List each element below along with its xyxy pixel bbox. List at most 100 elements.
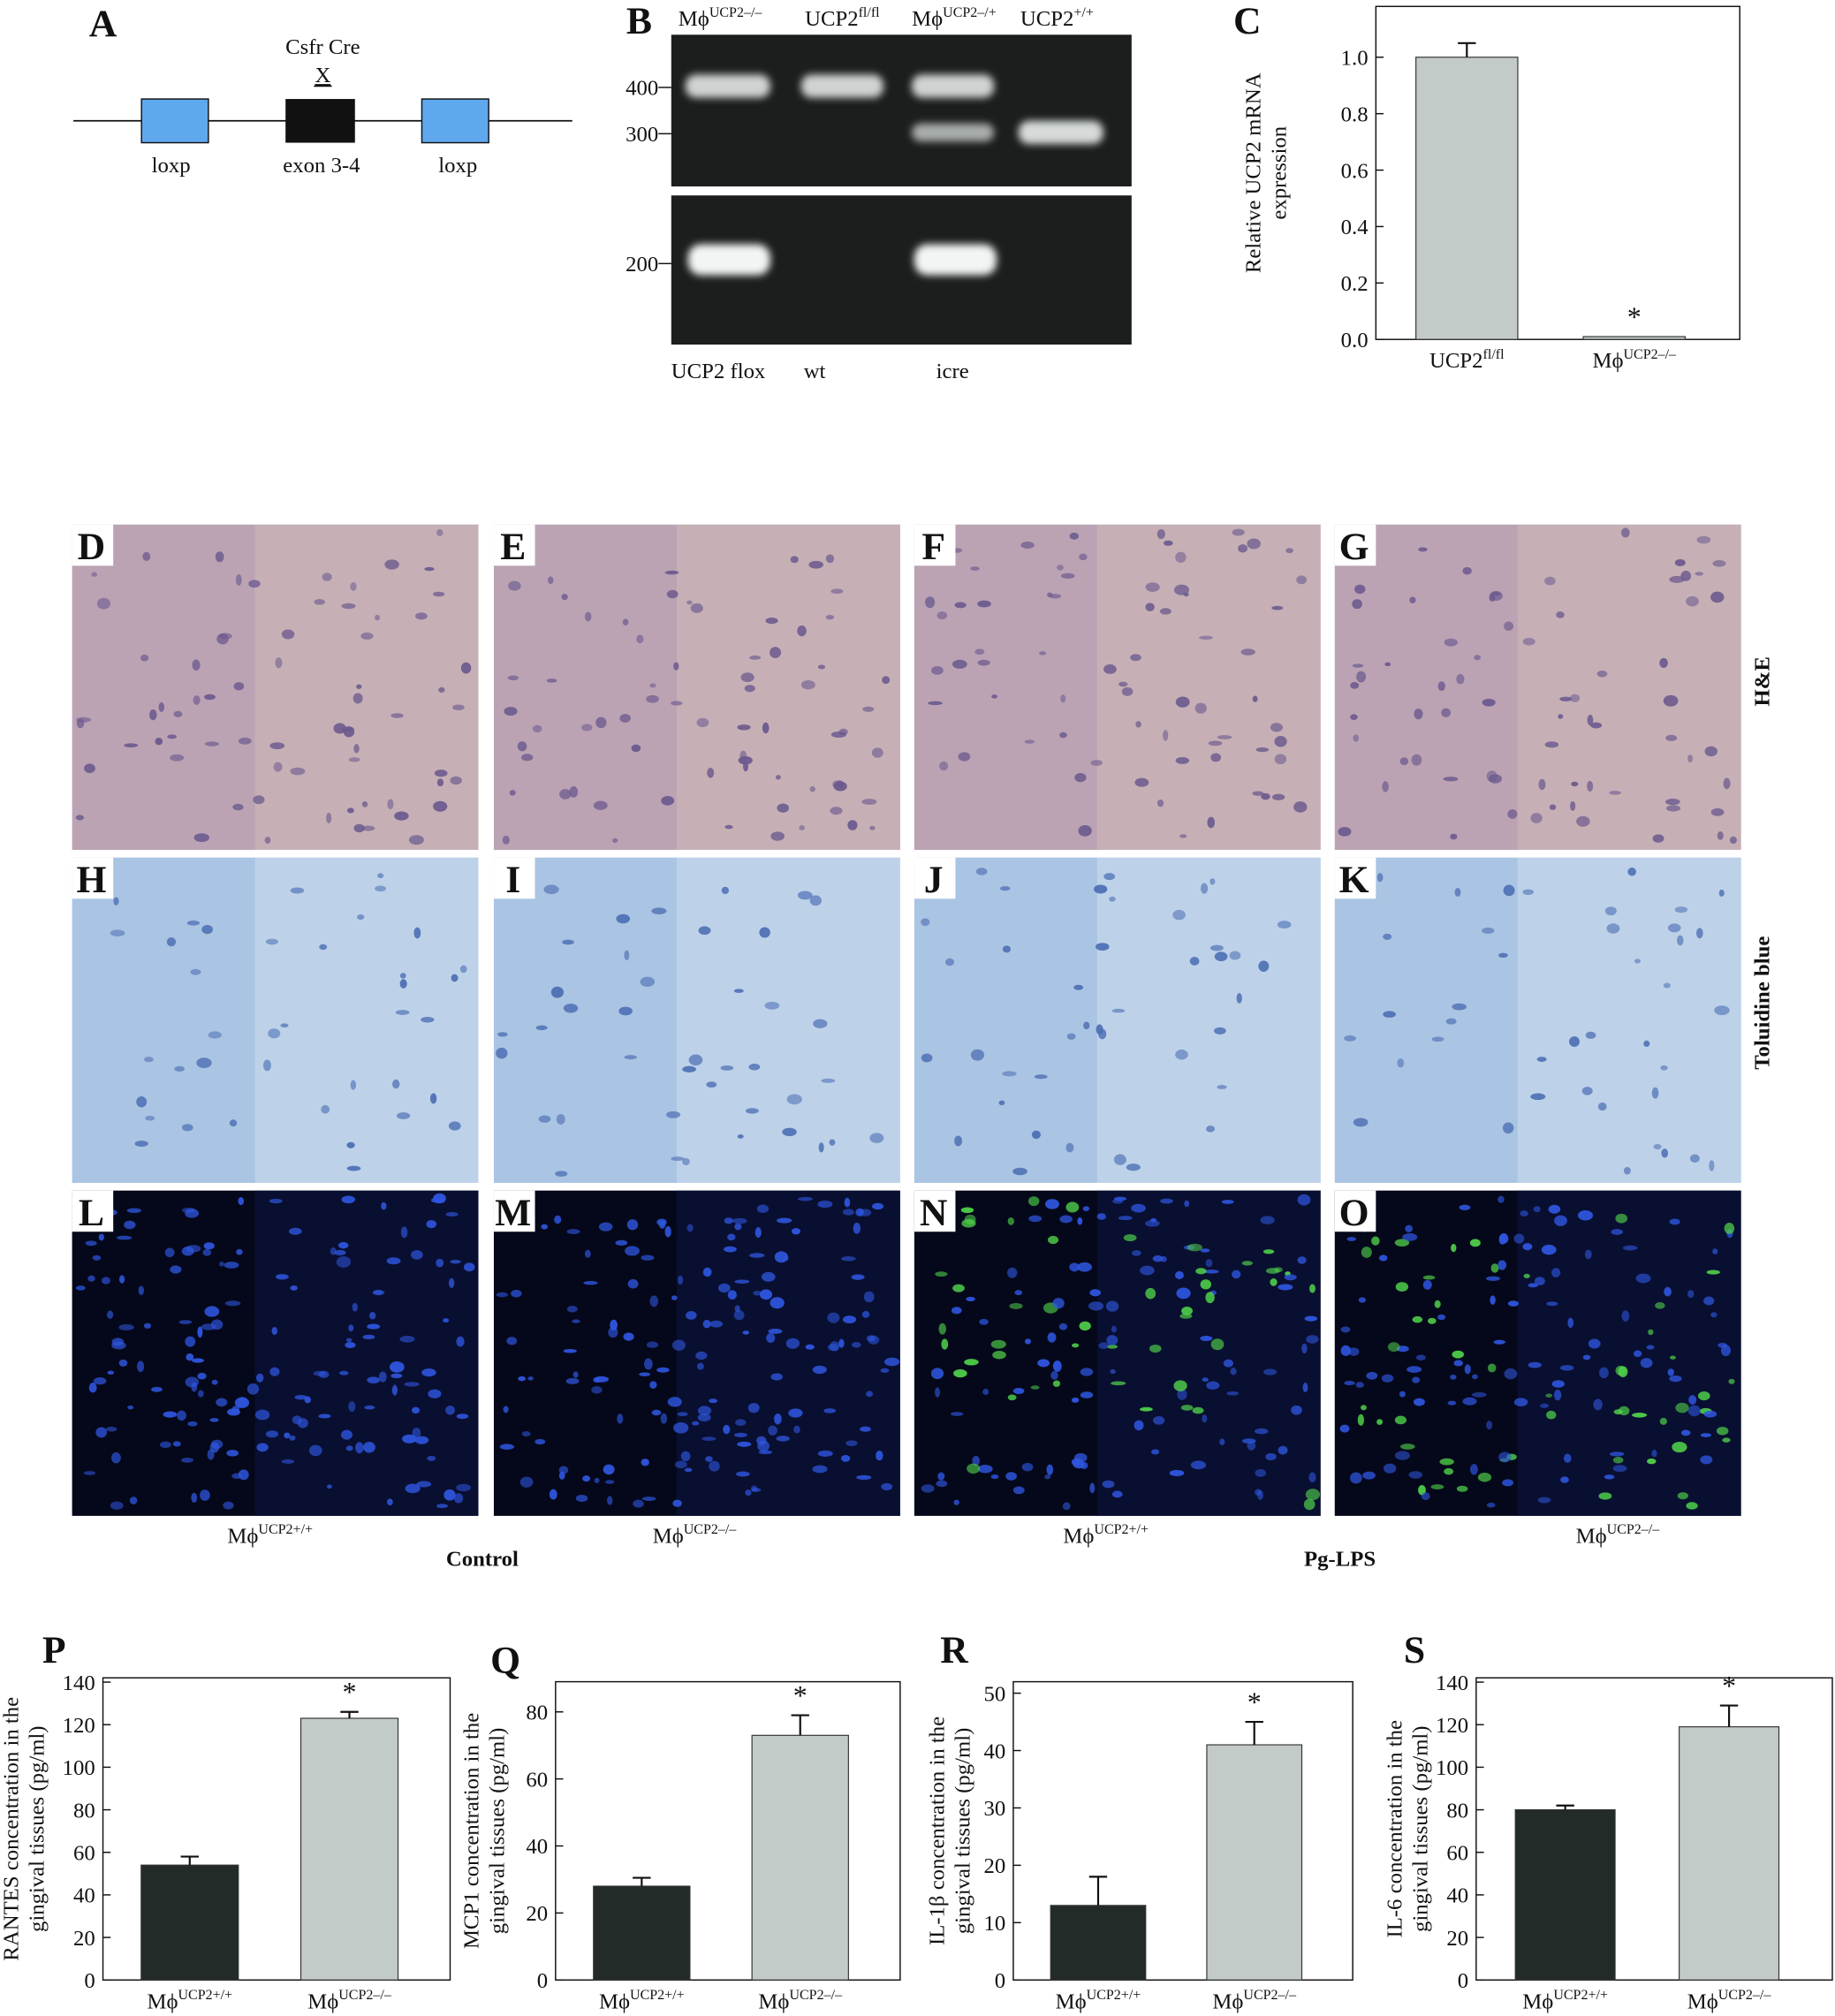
cell (215, 551, 224, 563)
element-label: loxp (438, 154, 477, 178)
cell (1687, 754, 1693, 763)
cell (1651, 1087, 1659, 1099)
gel-bottom-label: UCP2 flox (671, 360, 766, 383)
cell (224, 1262, 239, 1269)
cell (549, 1489, 557, 1500)
cell (1159, 608, 1172, 615)
cell (1667, 923, 1681, 933)
cell (1173, 1380, 1187, 1391)
cell (1661, 1148, 1669, 1158)
cell (740, 672, 754, 683)
cell (1384, 662, 1391, 667)
cell (509, 790, 516, 796)
cell (443, 1318, 450, 1323)
cell (1305, 1489, 1321, 1501)
cell (1717, 1342, 1727, 1348)
cell (1530, 813, 1543, 823)
cell (1553, 1389, 1562, 1401)
cell (649, 683, 656, 688)
cell (1439, 1458, 1454, 1466)
x-tick-label-base: Mϕ (1056, 1989, 1087, 2013)
cell (186, 1353, 194, 1361)
cell (350, 582, 357, 591)
cell (1049, 594, 1062, 599)
cell (680, 1451, 691, 1462)
cell (705, 1456, 713, 1462)
cell (967, 1463, 981, 1474)
panel-label-box (72, 1190, 114, 1232)
cell (686, 600, 693, 605)
cell (756, 1204, 770, 1214)
cell (456, 1413, 469, 1420)
band (685, 74, 770, 98)
cell (977, 1464, 993, 1474)
cell (799, 825, 805, 830)
cell (1498, 1233, 1509, 1244)
column-label-sup: UCP2–/– (684, 1522, 738, 1537)
cell (584, 611, 592, 622)
cell (1293, 801, 1308, 813)
lane-label-sup: +/+ (1073, 5, 1094, 20)
cell (1597, 1102, 1607, 1111)
cell (211, 1379, 218, 1385)
cell (268, 1028, 281, 1039)
cell (569, 785, 579, 798)
cell (925, 596, 936, 609)
cell (460, 662, 472, 674)
micrograph: D (72, 524, 479, 850)
cell (727, 1290, 737, 1300)
cell (1302, 1383, 1308, 1392)
cell (640, 976, 656, 987)
group-label: Control (446, 1548, 519, 1572)
cell (1452, 1003, 1467, 1011)
cell (1113, 1154, 1126, 1165)
cell (1723, 777, 1731, 790)
cell (876, 1450, 883, 1461)
cell (709, 1320, 724, 1328)
cell (1134, 1420, 1144, 1431)
cell (1303, 1498, 1316, 1511)
cell (1232, 528, 1245, 536)
cell (1710, 807, 1725, 816)
cell (761, 1271, 776, 1282)
cell (339, 1370, 349, 1376)
cell (201, 1323, 216, 1330)
cell (1394, 1451, 1410, 1460)
cell (631, 744, 641, 753)
cell (1112, 1199, 1124, 1204)
cell (346, 807, 354, 814)
x-tick-label-sup: UCP2–/– (1623, 347, 1677, 362)
cell (163, 1411, 178, 1418)
cell (246, 1383, 260, 1395)
cell (105, 1426, 118, 1432)
cell (164, 1247, 175, 1258)
cell (1074, 1452, 1088, 1463)
micrograph: O (1334, 1190, 1741, 1516)
cell (1357, 1413, 1365, 1426)
lane-label-base: Mϕ (679, 7, 709, 31)
cell (977, 600, 991, 608)
cell (1498, 1451, 1512, 1463)
group-label: Pg-LPS (1304, 1548, 1376, 1572)
cell (1700, 1455, 1713, 1465)
y-tick-label: 40 (1446, 1884, 1468, 1908)
y-tick-label: 60 (73, 1841, 95, 1865)
y-tick-label: 0 (84, 1969, 95, 1993)
y-tick-label: 40 (526, 1835, 548, 1859)
x-tick-label-base: UCP2 (1429, 349, 1482, 373)
x-tick-label: MϕUCP2–/– (758, 1988, 843, 2013)
cell (1486, 1502, 1496, 1508)
bar (1415, 57, 1519, 340)
cell (823, 1408, 837, 1413)
cell (1263, 1249, 1275, 1254)
cell (1118, 681, 1128, 687)
cell (193, 833, 209, 843)
panel-label-box (72, 857, 114, 899)
cell (412, 1428, 421, 1438)
cell (1648, 1329, 1654, 1336)
cell (224, 1300, 241, 1307)
cell (883, 1357, 900, 1367)
cell (134, 1141, 148, 1148)
cell (641, 1459, 649, 1467)
y-tick-label: 0.8 (1341, 102, 1369, 126)
